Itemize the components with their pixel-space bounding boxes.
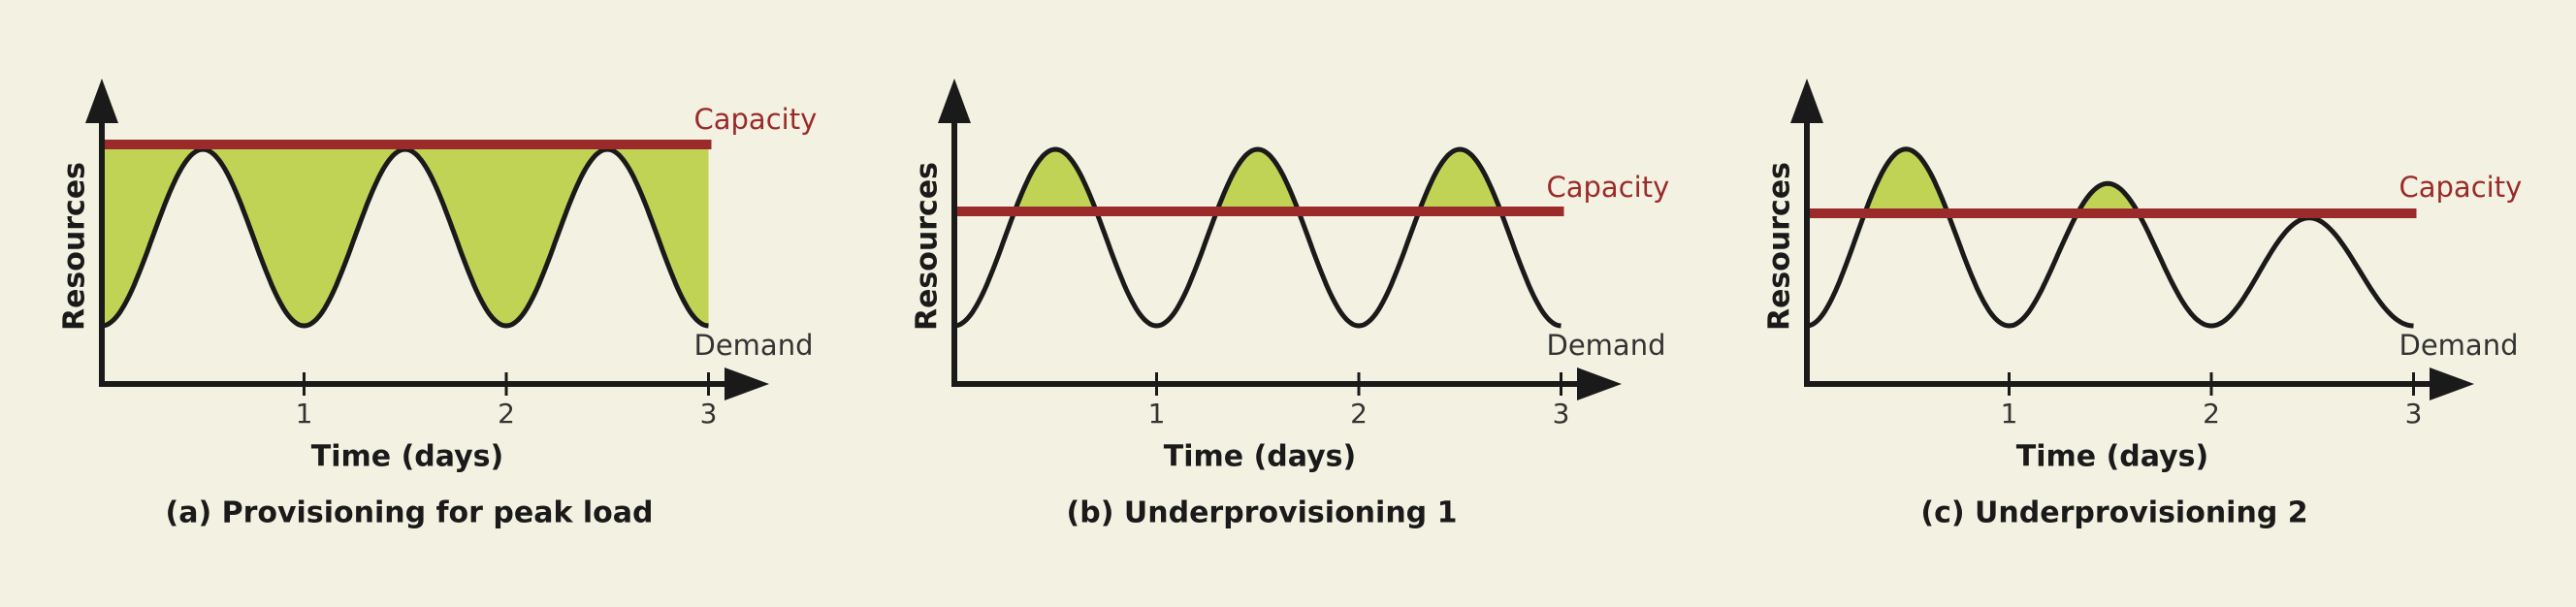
panel: 1 2 3 Capacity Demand Resources Time (days) (c)… [1763, 79, 2523, 530]
x-axis-arrow [724, 367, 769, 400]
x-axis-label: Time (days) [1164, 440, 1356, 474]
x-tick-label: 2 [2203, 398, 2220, 430]
demand-curve [953, 146, 1562, 329]
y-axis-arrow [1790, 79, 1823, 123]
capacity-label: Capacity [1547, 171, 1670, 204]
x-axis-arrow [2430, 367, 2474, 400]
y-axis-label: Resources [58, 162, 92, 331]
x-tick-label: 3 [700, 398, 718, 430]
x-axis-arrow [1577, 367, 1622, 400]
demand-label: Demand [1547, 329, 1666, 362]
y-axis-label: Resources [1763, 162, 1797, 331]
x-tick-label: 2 [1350, 398, 1368, 430]
demand-label: Demand [2399, 329, 2519, 362]
y-axis-label: Resources [911, 162, 945, 331]
capacity-label: Capacity [694, 103, 818, 136]
x-axis-label: Time (days) [2016, 440, 2208, 474]
demand-curve [101, 146, 709, 329]
x-tick-label: 1 [1148, 398, 1166, 430]
y-axis-arrow [938, 79, 971, 123]
x-tick-label: 2 [498, 398, 515, 430]
panel: 1 2 3 Capacity Demand Resources Time (days) (b)… [911, 79, 1670, 530]
caption: (c) Underprovisioning 2 [1920, 496, 2307, 530]
x-tick-label: 1 [296, 398, 313, 430]
surplus-area [954, 149, 1562, 211]
caption: (a) Provisioning for peak load [166, 496, 654, 530]
surplus-area [1807, 148, 2414, 213]
x-tick-label: 3 [2405, 398, 2423, 430]
x-tick-label: 1 [2001, 398, 2018, 430]
demand-label: Demand [694, 329, 814, 362]
panel: 1 2 3 Capacity Demand Resources Time (days) (a)… [58, 79, 818, 530]
capacity-label: Capacity [2399, 171, 2523, 204]
caption: (b) Underprovisioning 1 [1067, 496, 1458, 530]
x-tick-label: 3 [1553, 398, 1570, 430]
x-axis-label: Time (days) [311, 440, 503, 474]
surplus-area [102, 144, 709, 326]
y-axis-arrow [85, 79, 118, 123]
